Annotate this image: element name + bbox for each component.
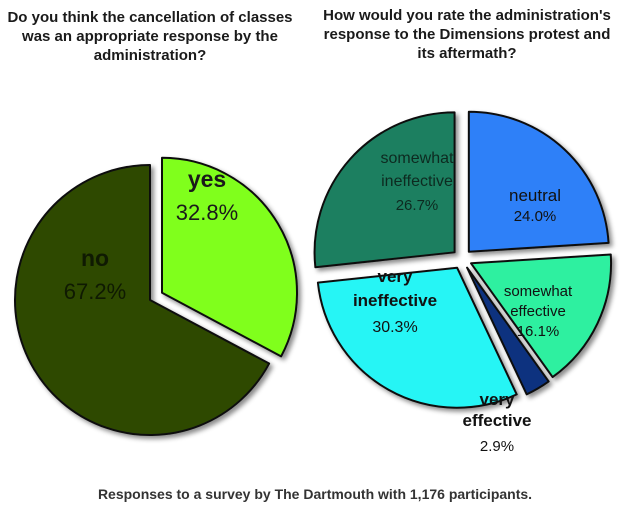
- slice-label-neutral: neutral: [509, 186, 561, 205]
- footer-caption: Responses to a survey by The Dartmouth w…: [97, 486, 533, 502]
- pie-slice-yes: [161, 156, 299, 358]
- slice-value-neutral: 24.0%: [514, 208, 557, 225]
- slice-label-very-effective-line1: very: [480, 390, 516, 409]
- left-chart-title: Do you think the cancellation of classes…: [7, 9, 293, 64]
- slice-label-somewhat-ineffective-line1: somewhat: [381, 150, 454, 167]
- slice-label-very-ineffective-line1: very: [378, 267, 414, 286]
- slice-value-very-ineffective: 30.3%: [372, 319, 417, 336]
- pie-slice-neutral: [467, 110, 610, 253]
- slice-label-no: no: [81, 245, 109, 271]
- pie-slice-very-effective: [466, 266, 550, 396]
- pie-slice-very-ineffective: [316, 266, 518, 409]
- pie-slice-no: [14, 164, 271, 436]
- slice-value-somewhat-effective: 16.1%: [517, 323, 560, 340]
- slice-label-somewhat-effective-line2: effective: [510, 303, 566, 320]
- slice-value-no: 67.2%: [64, 279, 126, 304]
- pie-slice-somewhat-effective: [470, 253, 613, 379]
- slice-label-somewhat-effective-line1: somewhat: [504, 283, 573, 300]
- slice-label-yes: yes: [188, 166, 226, 192]
- slice-label-very-ineffective-line2: ineffective: [353, 291, 437, 310]
- pie-slice-somewhat-ineffective: [313, 111, 456, 269]
- slice-value-somewhat-ineffective: 26.7%: [396, 197, 439, 214]
- right-chart-title: How would you rate the administration's …: [323, 7, 611, 62]
- slice-value-very-effective: 2.9%: [480, 438, 514, 455]
- slice-value-yes: 32.8%: [176, 200, 238, 225]
- slice-label-somewhat-ineffective-line2: ineffective: [381, 173, 453, 190]
- slice-label-very-effective-line2: effective: [463, 411, 532, 430]
